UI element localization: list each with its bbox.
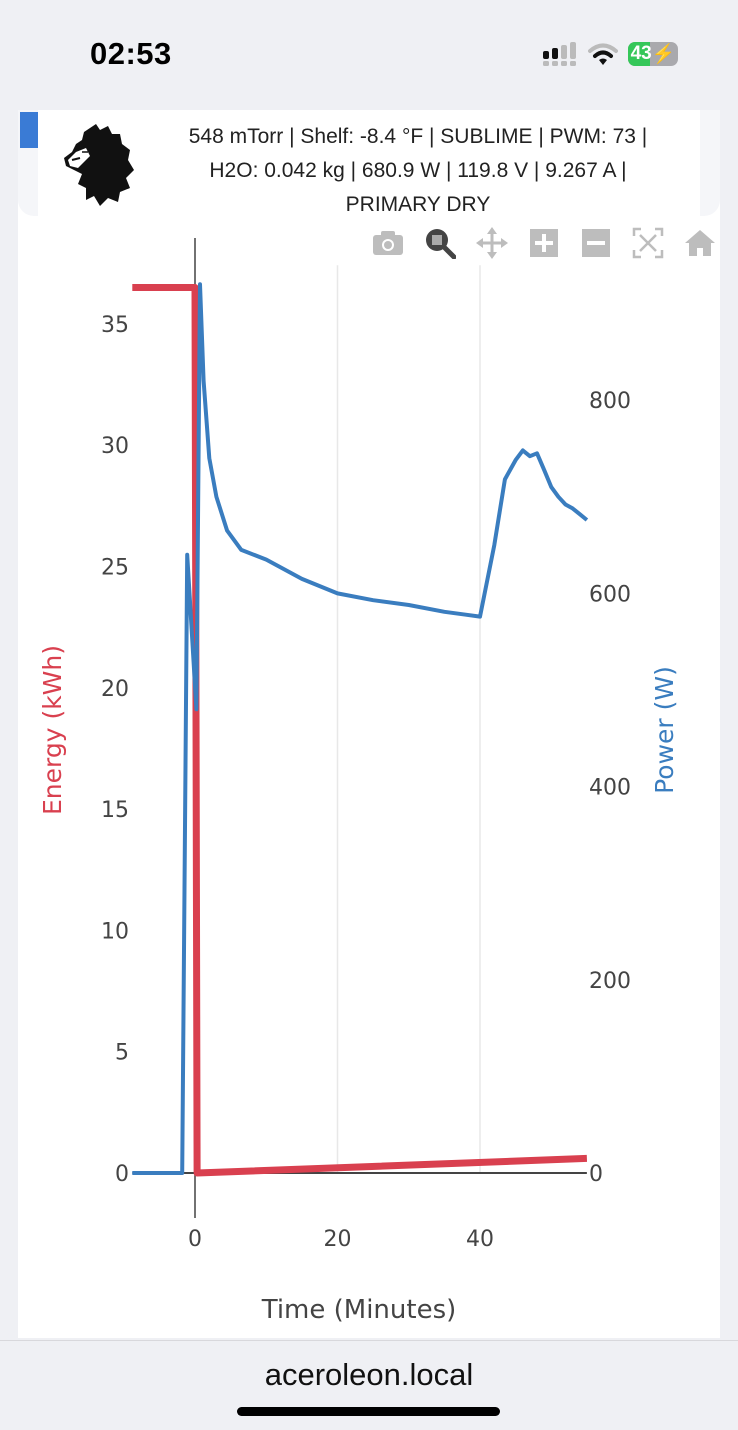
y-tick-label: 5: [115, 1041, 129, 1066]
page-content: 548 mTorr | Shelf: -8.4 °F | SUBLIME | P…: [18, 110, 720, 1338]
y2-tick-label: 0: [589, 1162, 603, 1187]
zoom-out-icon[interactable]: [580, 228, 612, 258]
status-line-2: H2O: 0.042 kg | 680.9 W | 119.8 V | 9.26…: [209, 159, 627, 182]
status-line-1: 548 mTorr | Shelf: -8.4 °F | SUBLIME | P…: [188, 125, 648, 148]
browser-address-bar[interactable]: aceroleon.local: [0, 1340, 738, 1430]
energy-line[interactable]: [132, 284, 588, 1177]
plot-modebar: [372, 227, 716, 259]
y-tick-label: 20: [101, 677, 129, 702]
status-bar: 02:53 43 ⚡: [0, 0, 738, 110]
y2-tick-label: 800: [589, 389, 631, 414]
y-tick-label: 10: [101, 919, 129, 944]
autoscale-icon[interactable]: [632, 227, 664, 259]
header-inner: 548 mTorr | Shelf: -8.4 °F | SUBLIME | P…: [38, 110, 700, 218]
home-indicator[interactable]: [237, 1407, 500, 1416]
zoom-in-icon[interactable]: [528, 228, 560, 258]
wifi-icon: [588, 43, 618, 65]
reset-axes-icon[interactable]: [684, 228, 716, 258]
gridlines: [336, 265, 481, 1173]
x-tick-label: 20: [324, 1227, 352, 1252]
camera-icon[interactable]: [372, 228, 404, 258]
y2-tick-label: 400: [589, 776, 631, 801]
y-tick-label: 15: [101, 798, 129, 823]
status-line-3: PRIMARY DRY: [345, 193, 491, 216]
y-tick-label: 25: [101, 556, 129, 581]
y-tick-label: 30: [101, 434, 129, 459]
clock: 02:53: [90, 36, 172, 71]
y-axis-label: Energy (kWh): [38, 645, 67, 815]
status-icons: 43 ⚡: [542, 42, 678, 66]
signal-icon: [543, 42, 576, 66]
y-tick-label: 35: [101, 313, 129, 338]
series: [132, 282, 589, 1177]
status-readout: 548 mTorr | Shelf: -8.4 °F | SUBLIME | P…: [148, 120, 688, 222]
y2-tick-label: 600: [589, 582, 631, 607]
y-tick-label: 0: [115, 1162, 129, 1187]
lion-logo-icon: [64, 124, 134, 206]
zoom-icon[interactable]: [424, 228, 456, 259]
power-line[interactable]: [132, 282, 589, 1175]
x-tick-label: 40: [466, 1227, 494, 1252]
url-text[interactable]: aceroleon.local: [264, 1357, 474, 1392]
x-tick-label: 0: [188, 1227, 202, 1252]
status-header: 548 mTorr | Shelf: -8.4 °F | SUBLIME | P…: [18, 110, 720, 218]
y2-tick-label: 200: [589, 969, 631, 994]
battery-charging-icon: 43 ⚡: [628, 42, 678, 66]
accent-tab[interactable]: [20, 112, 38, 148]
x-axis-label: Time (Minutes): [261, 1295, 457, 1325]
y2-axis-label: Power (W): [650, 666, 679, 794]
pan-icon[interactable]: [476, 227, 508, 259]
battery-percent: 43: [630, 43, 652, 64]
